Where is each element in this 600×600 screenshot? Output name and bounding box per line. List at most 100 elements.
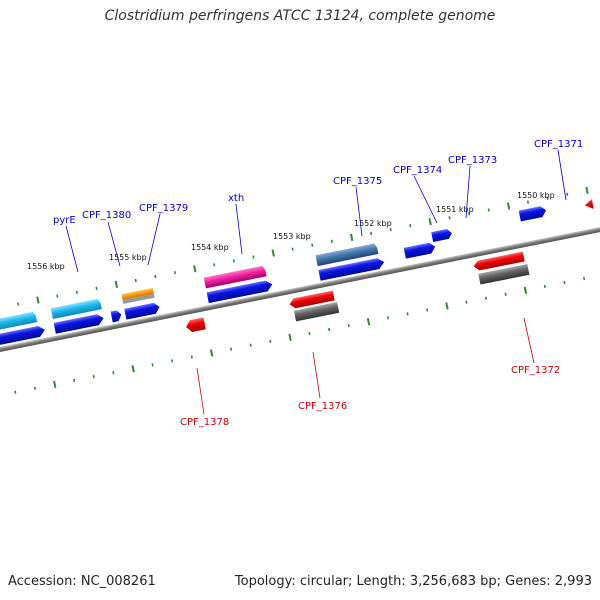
ruler-tick — [506, 202, 511, 210]
gene-feature-CPF_1379-sub — [122, 293, 155, 304]
scale-label: 1551 kbp — [436, 205, 474, 214]
scale-ruler-forward — [17, 186, 589, 306]
ruler-tick — [73, 378, 76, 383]
ruler-tick — [53, 380, 57, 389]
ruler-tick — [271, 249, 275, 257]
scale-label: 1553 kbp — [273, 232, 311, 241]
ruler-tick — [171, 359, 174, 363]
cds-forward-1 — [0, 326, 45, 352]
gene-reverse-CPF_1378 — [186, 317, 206, 332]
ruler-tick — [445, 302, 449, 310]
ruler-tick — [190, 355, 193, 359]
ruler-tick — [487, 208, 490, 212]
gene-label-CPF_1376: CPF_1376 — [298, 401, 347, 412]
ruler-tick — [350, 233, 354, 241]
reverse-label-texts: CPF_1378 CPF_1376 CPF_1372 — [180, 365, 560, 428]
ruler-tick — [209, 349, 214, 357]
ruler-tick — [426, 308, 429, 312]
ruler-tick — [563, 280, 566, 285]
cds-forward-CPF_1374 — [403, 242, 436, 259]
ruler-tick — [330, 239, 333, 243]
topology-text: Topology: circular; Length: 3,256,683 bp… — [234, 574, 592, 589]
accession-text: Accession: NC_008261 — [8, 574, 156, 589]
ruler-tick — [366, 318, 371, 326]
gene-label-CPF_1372: CPF_1372 — [511, 365, 560, 376]
gene-feature-CPF_1373 — [431, 229, 452, 242]
cds-forward-CPF_1375 — [318, 258, 385, 281]
gene-label-CPF_1378: CPF_1378 — [180, 417, 229, 428]
ruler-tick — [504, 292, 507, 296]
ruler-tick — [308, 331, 311, 336]
ruler-tick — [288, 333, 292, 341]
scale-ruler-reverse — [14, 276, 586, 394]
forward-gene-row — [0, 229, 452, 338]
gene-feature-xth — [203, 265, 267, 289]
ruler-tick — [523, 286, 528, 294]
ruler-tick — [114, 280, 119, 289]
ruler-tick — [526, 200, 530, 204]
ruler-tick — [75, 290, 78, 294]
ruler-tick — [448, 216, 451, 220]
ruler-tick — [543, 284, 546, 289]
ruler-tick — [213, 263, 216, 267]
ruler-tick — [36, 296, 40, 304]
scale-label: 1556 kbp — [27, 262, 65, 271]
map-title: Clostridium perfringens ATCC 13124, comp… — [104, 8, 496, 24]
ruler-tick — [95, 286, 98, 290]
ruler-tick — [252, 255, 255, 259]
ruler-tick — [173, 271, 177, 275]
ruler-tick — [269, 339, 272, 343]
ruler-tick — [465, 300, 468, 304]
ruler-tick — [92, 374, 95, 379]
gene-label-CPF_1373: CPF_1373 — [448, 155, 497, 166]
gene-reverse-CPF_1372 — [473, 251, 525, 271]
reverse-labels — [196, 317, 535, 415]
ruler-tick — [14, 390, 17, 394]
rna-reverse-CPF_1376 — [293, 301, 340, 322]
gene-label-pyrE: pyrE — [53, 215, 76, 226]
gene-feature-offscreen — [584, 199, 594, 209]
scale-labels: 1556 kbp 1555 kbp 1554 kbp 1553 kbp 1552… — [27, 191, 555, 271]
ruler-tick — [131, 365, 135, 373]
ruler-tick — [389, 227, 392, 232]
gene-feature-CPF_1375 — [315, 243, 379, 267]
ruler-tick — [582, 276, 586, 281]
forward-cds-row — [0, 206, 547, 352]
rna-reverse-CPF_1372 — [478, 263, 530, 285]
forward-label-texts: pyrE CPF_1380 CPF_1379 xth CPF_1375 CPF_… — [53, 139, 583, 226]
ruler-tick — [409, 224, 412, 228]
scale-label: 1555 kbp — [109, 253, 147, 262]
ruler-tick — [229, 347, 233, 351]
gene-reverse-CPF_1376 — [289, 290, 335, 309]
ruler-tick — [56, 294, 59, 298]
ruler-tick — [546, 196, 549, 200]
ruler-tick — [484, 296, 488, 300]
ruler-tick — [347, 324, 350, 328]
scale-label: 1554 kbp — [191, 243, 229, 252]
ruler-tick — [328, 327, 331, 332]
ruler-tick — [566, 192, 569, 196]
ruler-tick — [386, 316, 390, 320]
cds-forward-xth — [206, 280, 273, 304]
gene-label-CPF_1380: CPF_1380 — [82, 210, 131, 221]
cds-forward-2 — [53, 314, 104, 334]
scale-label: 1550 kbp — [517, 191, 555, 200]
ruler-tick — [17, 302, 20, 306]
gene-label-CPF_1371: CPF_1371 — [534, 139, 583, 150]
ruler-tick — [249, 343, 252, 347]
ruler-tick — [151, 363, 154, 367]
ruler-tick — [291, 247, 294, 251]
reverse-gene-row — [186, 251, 530, 332]
gene-feature-pyrE — [50, 298, 102, 319]
forward-labels — [65, 149, 567, 273]
ruler-tick — [311, 243, 314, 247]
ruler-tick — [370, 231, 373, 236]
ruler-tick — [428, 218, 432, 226]
ruler-tick — [468, 212, 471, 216]
cds-forward-3 — [110, 310, 122, 323]
gene-label-xth: xth — [228, 193, 244, 204]
ruler-tick — [193, 265, 197, 273]
ruler-tick — [112, 371, 115, 375]
cds-forward-4 — [124, 302, 160, 320]
